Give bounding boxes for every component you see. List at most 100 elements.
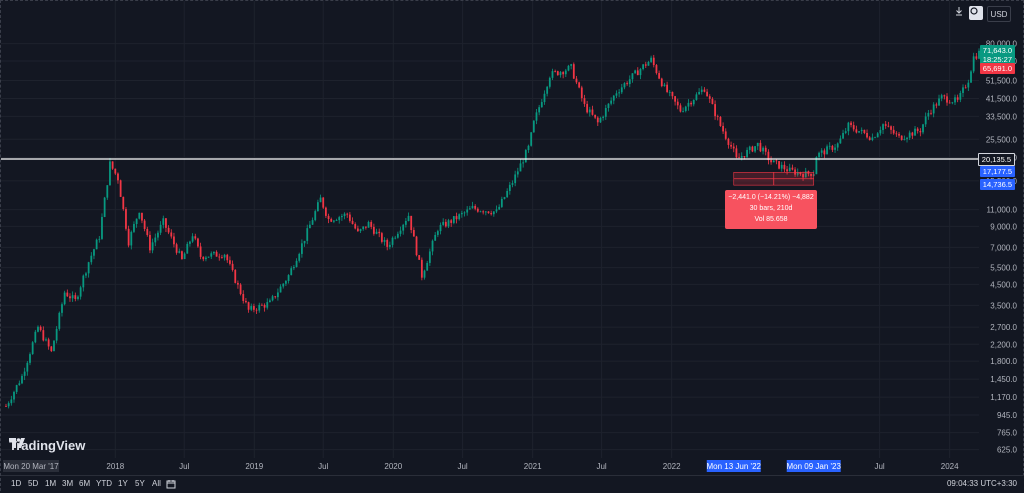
candle-body <box>855 129 858 133</box>
candle-body <box>959 92 962 100</box>
candle-body <box>791 167 794 170</box>
candle-body <box>927 112 930 117</box>
x-tick-label: 2020 <box>384 462 402 471</box>
candle-body <box>658 73 661 79</box>
candle-body <box>572 64 575 79</box>
candle-body <box>71 295 74 299</box>
candle-body <box>610 100 613 104</box>
candle-body <box>141 212 143 221</box>
candle-body <box>714 104 716 117</box>
candle-body <box>836 143 839 148</box>
candle-body <box>226 254 229 261</box>
candle-body <box>154 237 157 243</box>
candle-body <box>668 91 671 93</box>
candle-body <box>29 354 31 363</box>
range-3m[interactable]: 3M <box>62 479 74 488</box>
x-tick-label: Jul <box>179 462 189 471</box>
candle-body <box>420 259 423 278</box>
candle-body <box>285 280 287 284</box>
candle-body <box>695 94 698 100</box>
candle-body <box>215 251 218 257</box>
prev-close-label: 65,691.0 <box>979 63 1015 74</box>
measure-high-label: 17,177.5 <box>979 166 1015 178</box>
candle-body <box>599 117 602 123</box>
range-5d[interactable]: 5D <box>28 479 39 488</box>
candle-body <box>18 383 21 386</box>
candle-body <box>887 125 890 127</box>
candle-body <box>903 139 906 140</box>
candle-body <box>546 86 549 94</box>
candle-body <box>607 103 610 109</box>
candle-body <box>828 145 831 147</box>
candle-body <box>47 339 50 347</box>
x-start-label: Mon 20 Mar '17 <box>3 462 59 471</box>
candle-body <box>183 253 186 260</box>
candle-body <box>487 211 490 214</box>
candle-body <box>868 137 871 141</box>
candle-body <box>372 226 375 234</box>
candle-body <box>882 124 884 131</box>
candle-body <box>314 211 317 221</box>
candle-body <box>580 87 583 99</box>
y-tick-label: 1,450.0 <box>990 375 1017 384</box>
candle-body <box>346 213 349 215</box>
range-1m[interactable]: 1M <box>45 479 57 488</box>
candle-body <box>277 292 279 298</box>
range-all[interactable]: All <box>152 479 161 488</box>
download-icon[interactable] <box>954 6 966 20</box>
candle-body <box>631 73 634 80</box>
candle-body <box>202 256 205 260</box>
candle-body <box>780 164 783 169</box>
candle-body <box>770 160 772 163</box>
candle-body <box>620 87 623 93</box>
range-1y[interactable]: 1Y <box>118 479 128 488</box>
range-1d[interactable]: 1D <box>11 479 22 488</box>
candle-body <box>492 211 495 215</box>
candle-body <box>388 244 391 247</box>
candle-body <box>738 157 740 159</box>
candle-body <box>863 129 866 133</box>
candle-body <box>237 282 239 285</box>
candle-body <box>498 206 501 210</box>
camera-icon[interactable] <box>969 6 983 20</box>
candle-body <box>703 89 706 92</box>
candle-body <box>866 132 868 138</box>
tradingview-logo-icon <box>9 438 25 448</box>
tradingview-logo: TradingView <box>9 438 85 453</box>
range-6m[interactable]: 6M <box>79 479 91 488</box>
candle-body <box>63 292 66 305</box>
candle-body <box>951 102 954 104</box>
candle-body <box>588 109 591 113</box>
candle-body <box>109 161 111 186</box>
candle-body <box>287 275 290 281</box>
candle-body <box>282 283 285 287</box>
candle-body <box>74 295 77 299</box>
candle-body <box>730 144 732 147</box>
measure-info-box: −2,441.0 (−14.21%) −4,882 30 bars, 210d … <box>725 190 817 229</box>
candle-body <box>295 260 298 268</box>
candle-body <box>290 268 293 276</box>
candle-body <box>871 137 874 141</box>
candle-body <box>474 205 477 209</box>
candle-body <box>956 97 959 100</box>
candle-body <box>978 50 980 59</box>
candle-body <box>700 89 703 92</box>
candle-body <box>364 226 367 228</box>
currency-select[interactable]: USD <box>987 6 1011 22</box>
candle-body <box>962 87 964 93</box>
candle-body <box>460 213 463 215</box>
candle-body <box>375 231 378 234</box>
range-5y[interactable]: 5Y <box>135 479 145 488</box>
utc-clock[interactable]: 09:04:33 UTC+3:30 <box>946 479 1017 488</box>
range-ytd[interactable]: YTD <box>96 479 112 488</box>
candle-body <box>690 102 692 105</box>
candle-body <box>634 70 637 74</box>
candle-body <box>175 244 178 253</box>
candle-body <box>844 131 847 133</box>
candle-body <box>69 296 71 299</box>
candle-body <box>671 91 674 97</box>
candle-body <box>114 168 117 174</box>
candle-body <box>306 228 309 241</box>
